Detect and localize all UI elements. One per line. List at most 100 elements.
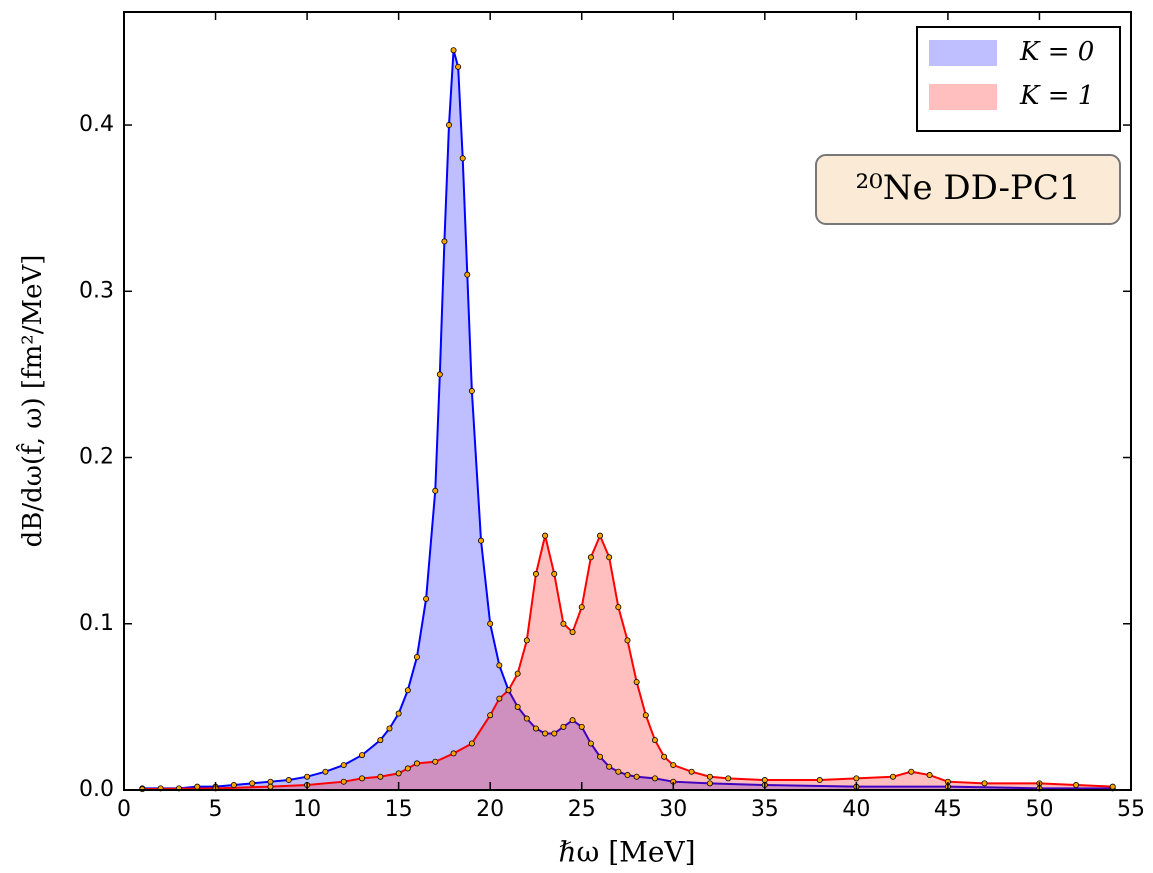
data-point — [496, 695, 503, 702]
data-point — [432, 758, 439, 765]
x-tick-label: 50 — [1025, 797, 1053, 822]
x-tick-label: 40 — [842, 797, 870, 822]
data-point — [505, 687, 512, 694]
data-point — [706, 773, 713, 780]
x-tick-label: 35 — [751, 797, 779, 822]
x-axis-label: ℏω [MeV] — [558, 836, 695, 869]
data-point — [523, 715, 530, 722]
x-tick-label: 25 — [568, 797, 596, 822]
data-point — [285, 777, 292, 784]
data-point — [551, 730, 558, 737]
data-point — [725, 775, 732, 782]
data-point — [230, 782, 237, 789]
data-point — [487, 712, 494, 719]
legend-label: K = 0 — [1019, 37, 1094, 67]
data-point — [816, 777, 823, 784]
data-point — [441, 238, 448, 245]
data-point — [377, 773, 384, 780]
y-tick-label: 0.4 — [79, 112, 114, 137]
data-point — [395, 770, 402, 777]
data-point — [487, 620, 494, 627]
data-point — [359, 752, 366, 759]
y-tick-label: 0.1 — [79, 611, 114, 636]
x-tick-label: 20 — [476, 797, 504, 822]
data-point — [587, 740, 594, 747]
data-point — [597, 753, 604, 760]
legend-swatch — [929, 84, 997, 110]
data-point — [523, 637, 530, 644]
data-point — [853, 775, 860, 782]
annotation-box — [815, 154, 1121, 225]
data-point — [468, 388, 475, 395]
data-point — [1073, 782, 1080, 789]
data-point — [340, 778, 347, 785]
data-point — [404, 765, 411, 772]
x-tick-label: 10 — [293, 797, 321, 822]
data-point — [450, 750, 457, 757]
plot-area — [139, 47, 1116, 793]
data-point — [688, 768, 695, 775]
data-point — [1109, 783, 1116, 790]
data-point — [413, 760, 420, 767]
data-point — [606, 763, 613, 770]
data-point — [615, 768, 622, 775]
legend-box — [916, 26, 1121, 132]
area-fill — [142, 535, 1113, 790]
x-tick-label: 0 — [117, 797, 131, 822]
y-tick-label: 0.3 — [79, 278, 114, 303]
data-point — [761, 777, 768, 784]
data-point — [624, 637, 631, 644]
data-point — [267, 778, 274, 785]
x-tick-label: 15 — [385, 797, 413, 822]
data-point — [633, 773, 640, 780]
data-point — [377, 737, 384, 744]
x-tick-label: 5 — [209, 797, 223, 822]
annotation: ²⁰Ne DD-PC1 — [855, 168, 1080, 208]
data-point — [395, 710, 402, 717]
data-point — [578, 723, 585, 730]
data-point — [926, 772, 933, 779]
data-point — [532, 570, 539, 577]
data-point — [340, 762, 347, 769]
data-point — [450, 47, 457, 54]
data-point — [249, 780, 256, 787]
data-point — [413, 654, 420, 661]
data-point — [423, 595, 430, 602]
data-point — [706, 780, 713, 787]
y-tick-label: 0.0 — [79, 777, 114, 802]
data-point — [514, 703, 521, 710]
data-point — [459, 155, 466, 162]
data-point — [468, 740, 475, 747]
x-tick-label: 45 — [934, 797, 962, 822]
legend-label: K = 1 — [1019, 81, 1094, 111]
data-point — [642, 712, 649, 719]
data-point — [597, 532, 604, 539]
data-point — [606, 554, 613, 561]
data-point — [633, 678, 640, 685]
data-point — [478, 537, 485, 544]
data-point — [651, 775, 658, 782]
data-point — [267, 783, 274, 790]
data-point — [194, 783, 201, 790]
data-point — [569, 717, 576, 724]
data-point — [514, 670, 521, 677]
data-point — [908, 768, 915, 775]
data-point — [404, 687, 411, 694]
data-point — [542, 730, 549, 737]
data-point — [578, 604, 585, 611]
data-point — [436, 371, 443, 378]
data-point — [496, 662, 503, 669]
data-point — [322, 768, 329, 775]
data-point — [432, 487, 439, 494]
data-point — [670, 762, 677, 769]
data-point — [651, 737, 658, 744]
data-point — [532, 725, 539, 732]
legend-swatch — [929, 40, 997, 66]
data-point — [542, 532, 549, 539]
data-point — [445, 122, 452, 129]
data-point — [889, 773, 896, 780]
data-point — [587, 554, 594, 561]
data-point — [981, 780, 988, 787]
y-axis-label: dB/dω(f̂, ω) [fm²/MeV] — [16, 255, 48, 548]
